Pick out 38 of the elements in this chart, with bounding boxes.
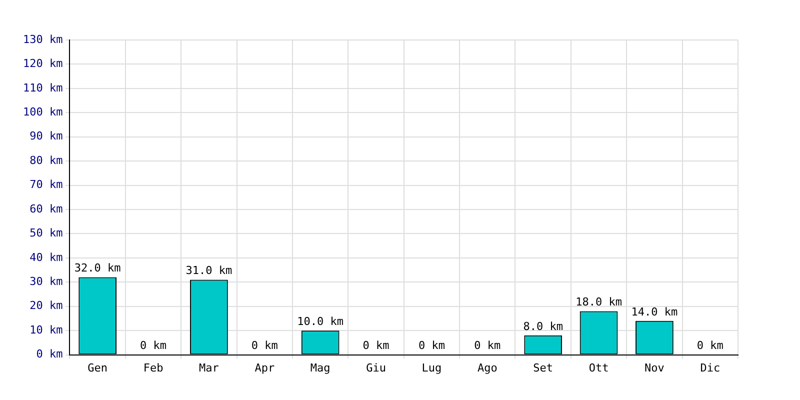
data-label: 18.0 km: [576, 296, 622, 309]
x-tick-label: Ago: [477, 361, 498, 374]
y-tick-label: 40 km: [30, 250, 64, 264]
x-tick-label: Ott: [588, 361, 609, 374]
y-tick-label: 50 km: [30, 226, 64, 240]
x-tick-label: Gen: [88, 361, 108, 374]
y-tick-label: 90 km: [30, 130, 64, 143]
y-tick-label: 20 km: [30, 299, 64, 312]
data-label: 31.0 km: [186, 264, 233, 278]
data-label: 32.0 km: [74, 262, 122, 275]
data-label: 0 km: [696, 339, 724, 352]
y-tick-label: 120 km: [22, 57, 64, 70]
y-tick-label: 60 km: [30, 202, 64, 216]
y-tick-label: 80 km: [30, 154, 64, 167]
y-tick-label: 110 km: [22, 81, 64, 94]
y-tick-label: 130 km: [22, 32, 64, 46]
data-label: 8.0 km: [523, 320, 564, 333]
x-tick-label: Giu: [366, 361, 386, 374]
y-tick-label: 0 km: [36, 348, 64, 361]
data-label: 0 km: [251, 339, 278, 352]
x-tick-label: Apr: [254, 361, 275, 374]
x-tick-label: Lug: [422, 361, 442, 374]
data-label: 0 km: [362, 339, 390, 352]
y-tick-label: 10 km: [30, 323, 64, 336]
data-label: 0 km: [474, 339, 502, 352]
data-label: 10.0 km: [297, 314, 344, 328]
data-label: 0 km: [140, 339, 167, 352]
x-tick-label: Mag: [310, 361, 330, 374]
data-label: 14.0 km: [631, 305, 678, 318]
x-tick-label: Set: [533, 361, 554, 374]
y-tick-label: 100 km: [22, 106, 64, 119]
x-tick-label: Mar: [199, 361, 220, 374]
x-tick-label: Dic: [700, 361, 720, 374]
data-label: 0 km: [418, 339, 446, 352]
y-tick-label: 70 km: [30, 178, 64, 192]
x-tick-label: Nov: [644, 361, 665, 374]
y-tick-label: 30 km: [30, 275, 64, 288]
x-tick-label: Feb: [143, 361, 164, 374]
